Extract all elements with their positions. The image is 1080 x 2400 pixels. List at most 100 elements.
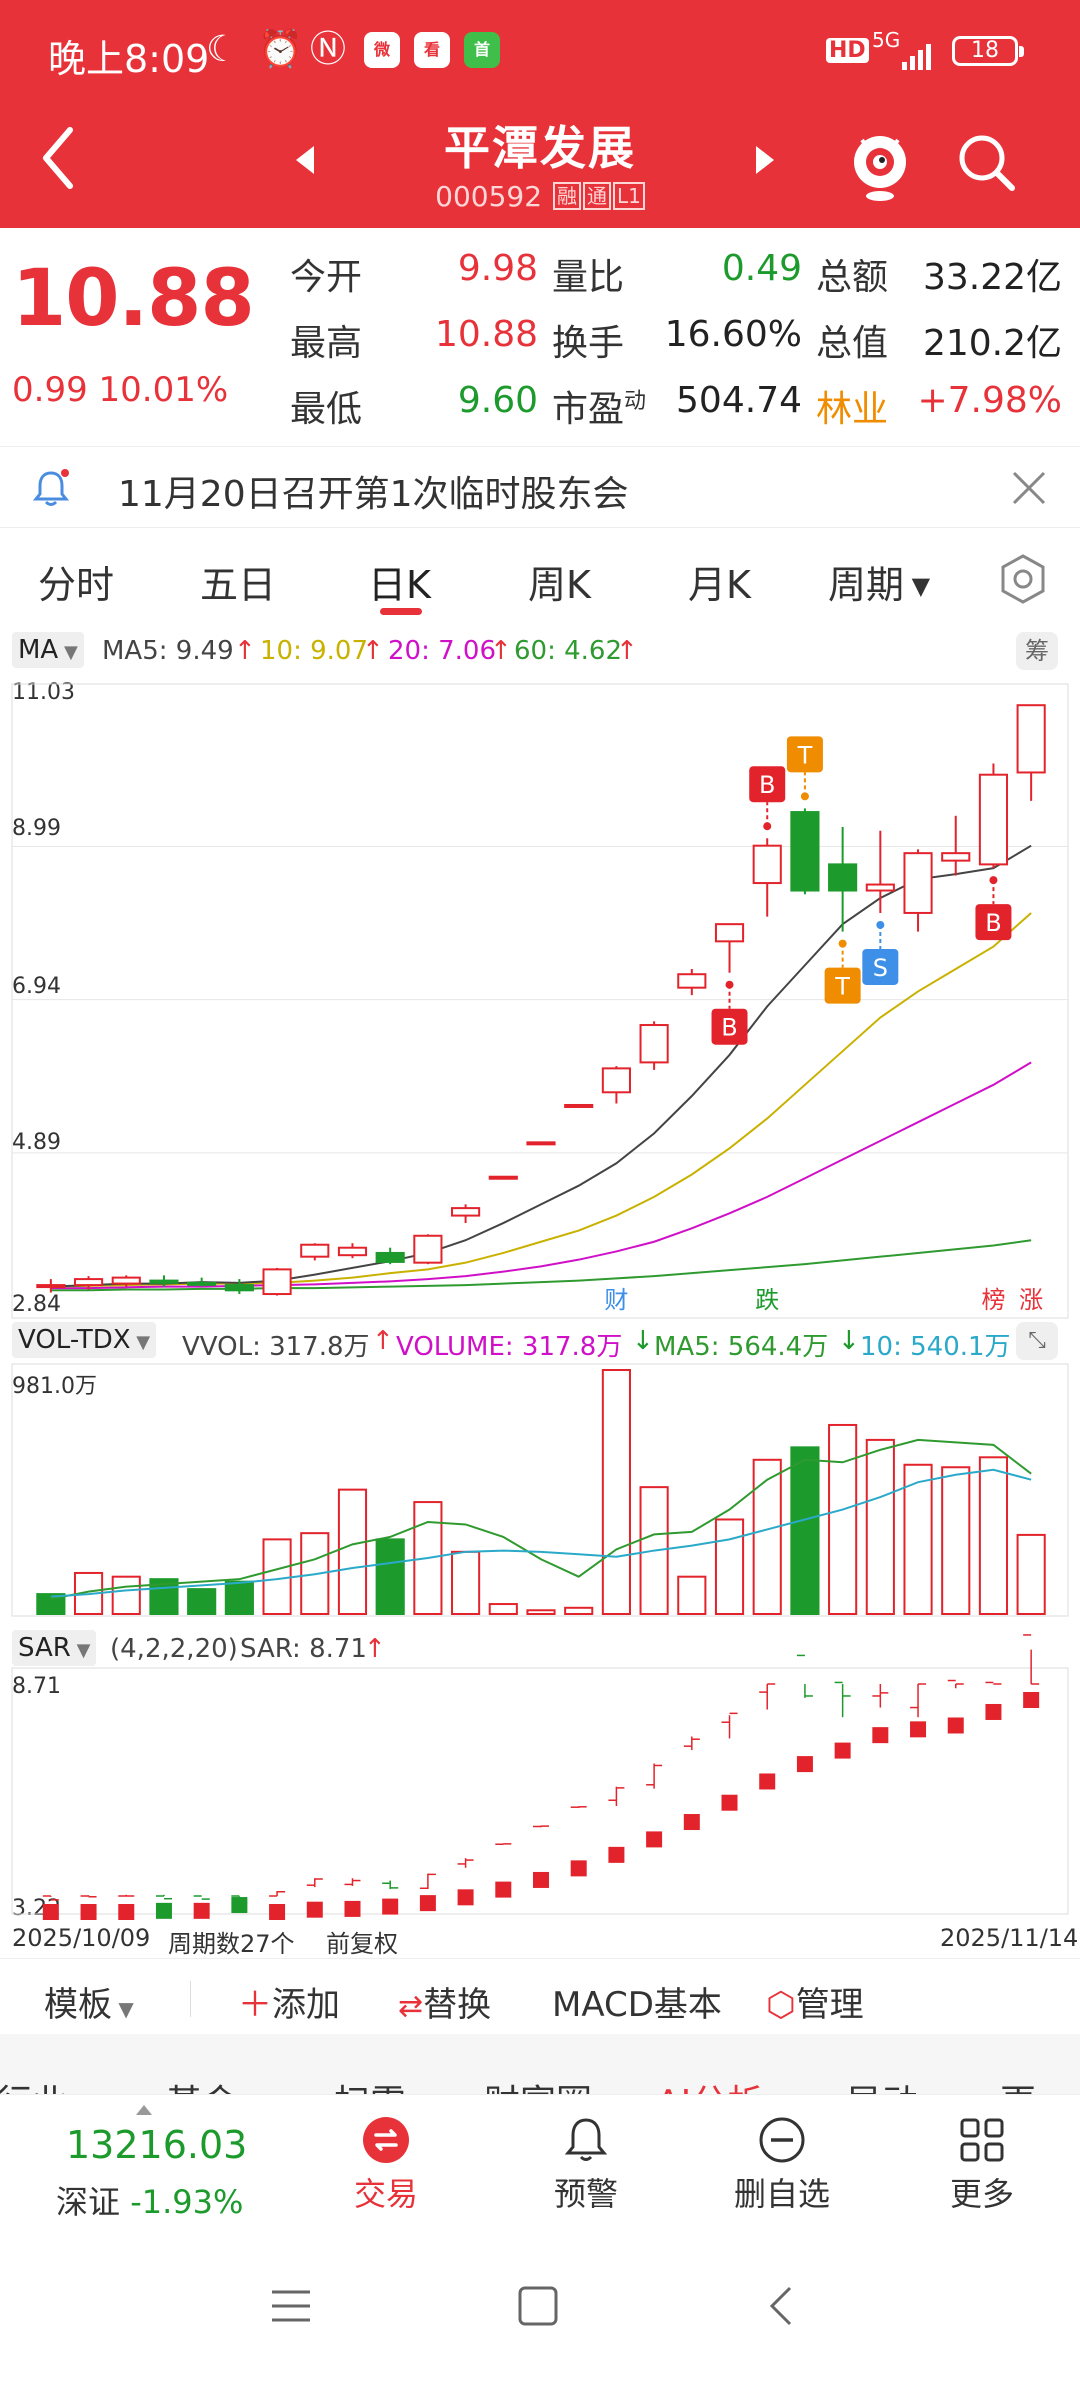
vol-selector[interactable]: VOL-TDX ▼ <box>12 1322 157 1358</box>
signal-dot <box>800 792 809 801</box>
volume-ratio-value: 0.49 <box>721 248 802 289</box>
chip-distribution-button[interactable]: 筹 <box>1016 632 1058 670</box>
price-tick: 4.89 <box>12 1130 61 1155</box>
expand-icon[interactable]: ⤡ <box>1016 1322 1058 1360</box>
candle-body <box>488 1175 518 1180</box>
search-icon[interactable] <box>954 130 1020 196</box>
next-stock-icon[interactable] <box>756 146 774 174</box>
volume-bar <box>73 1571 104 1616</box>
ma20-line <box>50 1061 1032 1290</box>
sar-point <box>570 1860 587 1877</box>
tab-weekly-k[interactable]: 周K <box>528 563 591 607</box>
nav-remove-label: 删自选 <box>733 2175 830 2213</box>
sar-selector[interactable]: SAR ▼ <box>12 1630 97 1666</box>
tab-monthly-k[interactable]: 月K <box>688 563 751 607</box>
sar-tick: 8.71 <box>12 1674 61 1699</box>
bell-icon <box>32 469 70 506</box>
index-name-line[interactable]: 深证 -1.93% <box>56 2183 244 2221</box>
trade-icon <box>363 2117 409 2163</box>
sar-point <box>306 1901 323 1918</box>
status-bar: 晚上8:09 ☾ ⏰ Ⓝ 微 看 首 HD 5G 18 <box>0 0 1080 100</box>
volume-bar <box>714 1518 745 1615</box>
sar-tick: 3.22 <box>12 1896 61 1921</box>
volume-bar <box>564 1606 594 1616</box>
home-icon[interactable] <box>516 2284 560 2328</box>
pe-value: 504.74 <box>676 380 802 421</box>
mascot-icon[interactable] <box>848 128 912 204</box>
candle-body <box>828 863 858 892</box>
volume-bar <box>828 1423 858 1615</box>
moon-icon: ☾ <box>206 29 239 70</box>
kline-chart-area[interactable]: MA ▼ MA5: 9.49 ↑ 10: 9.07 ↑ 20: 7.06 ↑ 6… <box>0 628 1080 1958</box>
strip-tab-fund[interactable]: 基金 <box>166 2074 238 2094</box>
quote-panel: 10.88 0.99 10.01% 今开 9.98 量比 0.49 总额 33.… <box>0 228 1080 446</box>
signal-t-label: T <box>797 741 813 769</box>
signal-b-label: B <box>985 909 1001 937</box>
sar-value: SAR: 8.71 <box>240 1634 367 1664</box>
price-tick: 11.03 <box>12 680 75 705</box>
volume-bar <box>375 1538 405 1615</box>
tab-period[interactable]: 周期 ▼ <box>828 563 931 607</box>
vol-indicator-bar: VOL-TDX ▼ VVOL: 317.8万 ↑ VOLUME: 317.8万 … <box>0 1318 1080 1362</box>
start-date: 2025/10/09 <box>12 1924 151 1952</box>
ma10-label: 10: 9.07 <box>260 636 368 666</box>
adjust-mode[interactable]: 前复权 <box>326 1930 398 1958</box>
index-value[interactable]: 13216.03 <box>66 2123 248 2167</box>
candle-body <box>639 1024 669 1064</box>
notice-text[interactable]: 11月20日召开第1次临时股东会 <box>118 474 629 515</box>
grid-icon <box>960 2118 1004 2162</box>
strip-tab-industry[interactable]: 行业 <box>0 2074 68 2094</box>
replace-button[interactable]: ⇄替换 <box>398 1985 492 2025</box>
nav-trade[interactable]: 交易 <box>306 2115 466 2215</box>
candle-body <box>262 1268 292 1296</box>
ma10-line <box>50 912 1032 1288</box>
back-nav-icon[interactable] <box>766 2284 796 2328</box>
sector-label[interactable]: 林业 <box>816 389 889 430</box>
prev-stock-icon[interactable] <box>296 146 314 174</box>
back-icon[interactable] <box>36 120 80 196</box>
close-icon[interactable] <box>1010 469 1048 507</box>
menu-icon[interactable] <box>268 2286 314 2326</box>
macd-button[interactable]: MACD基本 <box>552 1985 722 2025</box>
add-button[interactable]: ＋添加 <box>238 1985 340 2025</box>
sar-params: (4,2,2,20) <box>110 1634 238 1664</box>
arrow-up-icon: ↑ <box>490 636 512 666</box>
nav-remove-watchlist[interactable]: 删自选 <box>702 2115 862 2215</box>
open-label: 今开 <box>290 257 363 298</box>
news-icon: 看 <box>414 32 450 68</box>
tab-daily-k[interactable]: 日K <box>368 563 431 607</box>
sar-point <box>947 1717 964 1734</box>
pe-label: 市盈动 <box>552 389 647 430</box>
sar-point <box>608 1846 625 1863</box>
tab-intraday[interactable]: 分时 <box>38 563 115 607</box>
signal-t-label: T <box>834 973 850 1001</box>
vol-ma10-line <box>50 1468 1032 1598</box>
vol-ma5-label: MA5: 564.4万 <box>654 1332 829 1362</box>
strip-tab-wealth[interactable]: 财富圈 <box>484 2074 592 2094</box>
ma-selector[interactable]: MA ▼ <box>12 632 84 668</box>
strip-tab-more[interactable]: 更 <box>1000 2074 1036 2094</box>
settings-icon[interactable] <box>996 552 1050 606</box>
strip-tab-minesweep[interactable]: 扫雷 <box>334 2074 406 2094</box>
sector-change[interactable]: +7.98% <box>917 380 1062 421</box>
nav-more-label: 更多 <box>949 2175 1014 2213</box>
nav-alert[interactable]: 预警 <box>506 2115 666 2215</box>
strip-tab-movement[interactable]: 异动 <box>846 2074 918 2094</box>
bottom-nav: 13216.03 深证 -1.93% 交易 预警 删自选 更多 <box>0 2094 1080 2234</box>
notice-bar[interactable]: 11月20日召开第1次临时股东会 <box>0 446 1080 528</box>
nav-more[interactable]: 更多 <box>902 2115 1062 2215</box>
manage-button[interactable]: ⬡管理 <box>766 1985 864 2025</box>
candle-body <box>941 852 971 862</box>
ma60-label: 60: 4.62 <box>514 636 622 666</box>
volume-bar <box>224 1580 254 1616</box>
candle-body <box>1016 704 1046 774</box>
candle-body <box>36 1284 66 1289</box>
candle-body <box>903 852 933 914</box>
sar-point <box>193 1902 210 1919</box>
template-button[interactable]: 模板 ▼ <box>44 1985 134 2025</box>
tab-five-day[interactable]: 五日 <box>200 563 277 607</box>
strip-tab-ai[interactable]: AI分析 <box>656 2074 763 2094</box>
arrow-down-icon: ↓ <box>632 1326 654 1356</box>
candle-body <box>300 1243 330 1258</box>
volume-bar <box>903 1463 933 1615</box>
